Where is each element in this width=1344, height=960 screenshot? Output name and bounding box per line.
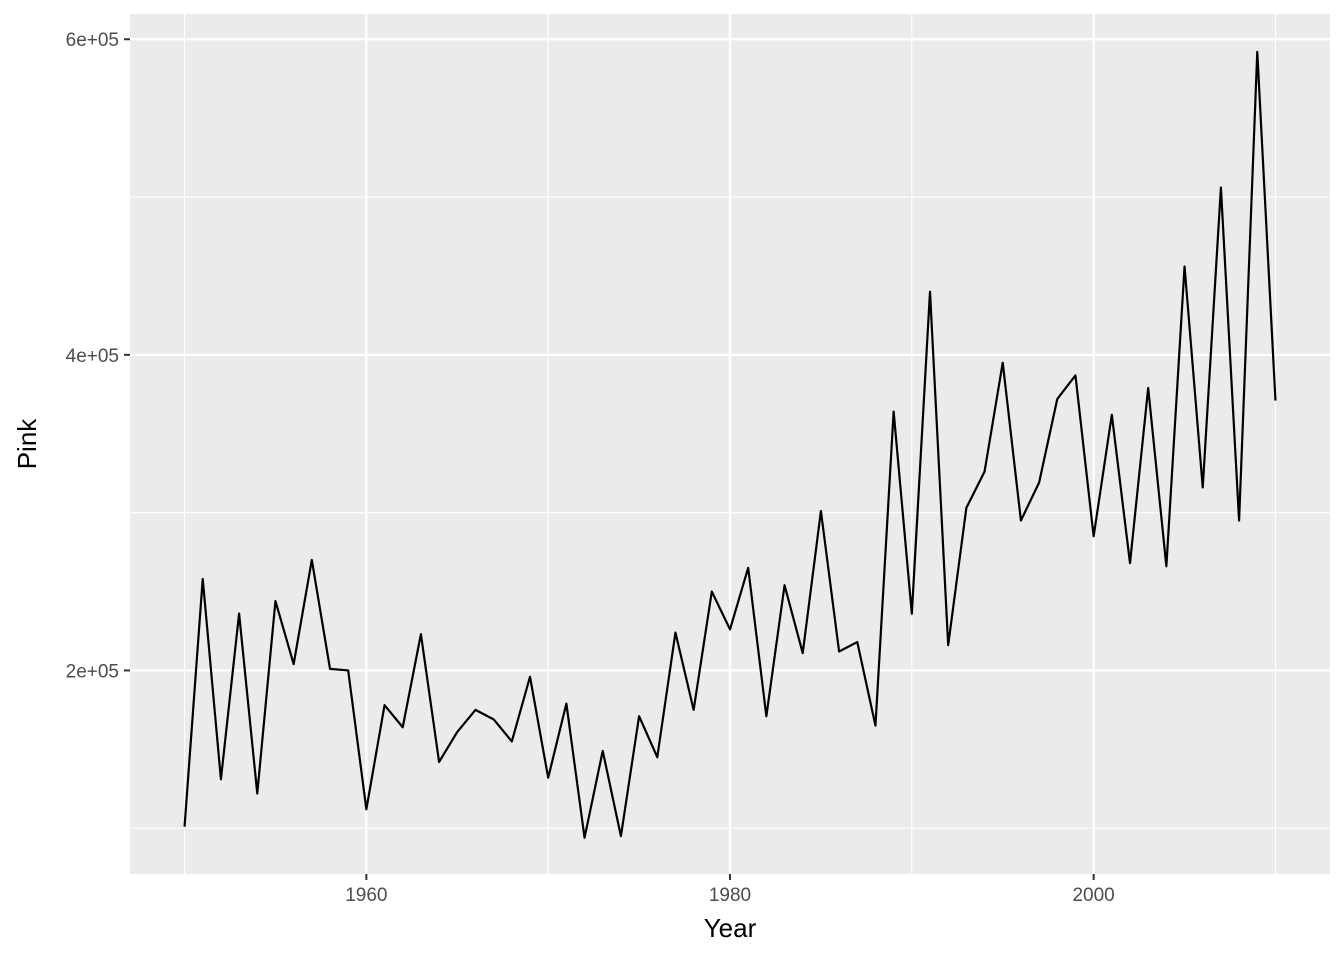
x-tick-label: 1960 [345, 885, 387, 906]
x-tick-label: 2000 [1072, 885, 1114, 906]
x-tick-label: 1980 [709, 885, 751, 906]
x-axis-title: Year [704, 913, 757, 943]
y-tick-label: 6e+05 [66, 30, 119, 51]
y-axis-ticks: 2e+05 4e+05 6e+05 [66, 30, 130, 682]
pink-series-line [183, 50, 1277, 839]
major-gridlines [130, 14, 1330, 874]
y-axis-title: Pink [12, 418, 42, 470]
y-tick-label: 4e+05 [66, 346, 119, 367]
y-tick-label: 2e+05 [66, 661, 119, 682]
x-axis-ticks: 1960 1980 2000 [345, 874, 1115, 906]
